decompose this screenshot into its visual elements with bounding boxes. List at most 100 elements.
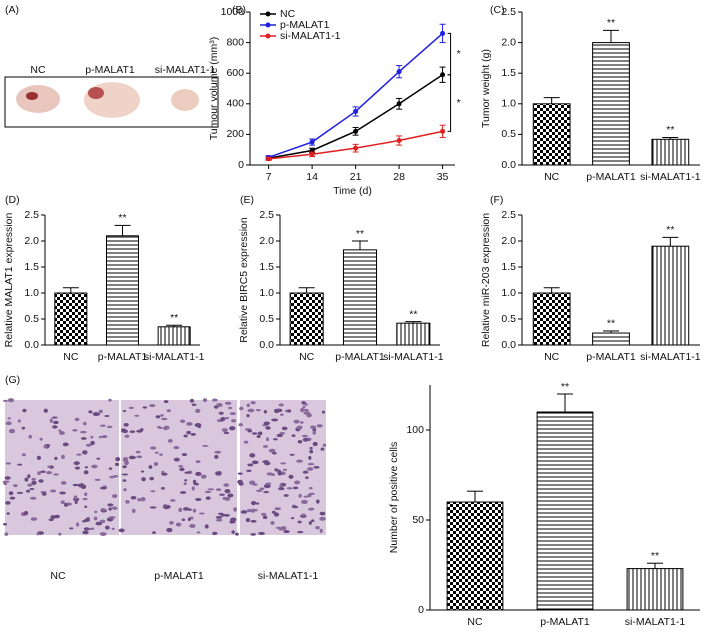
nucleus <box>149 476 155 481</box>
nucleus <box>61 454 65 459</box>
marker <box>309 151 315 157</box>
nucleus <box>274 507 282 511</box>
nucleus <box>296 459 303 463</box>
nucleus <box>26 489 31 493</box>
nucleus <box>238 482 244 486</box>
nucleus <box>27 474 31 479</box>
nucleus <box>5 421 12 426</box>
marker <box>396 138 402 144</box>
nucleus <box>52 425 58 429</box>
nucleus <box>123 488 127 492</box>
significance: ** <box>170 312 178 324</box>
y-tick-label: 1.0 <box>24 287 39 299</box>
nucleus <box>94 510 98 514</box>
nucleus <box>4 476 11 480</box>
nucleus <box>142 406 148 409</box>
nucleus <box>93 516 98 521</box>
nucleus <box>299 421 304 424</box>
nucleus <box>212 531 218 536</box>
nucleus <box>308 521 312 525</box>
nucleus <box>76 522 80 527</box>
nucleus <box>150 446 157 450</box>
nucleus <box>128 406 134 410</box>
y-tick-label: 0.0 <box>501 339 516 351</box>
nucleus <box>224 401 232 405</box>
panel-label: (C) <box>490 4 505 16</box>
nucleus <box>197 426 201 429</box>
nucleus <box>307 462 315 466</box>
nucleus <box>255 489 263 493</box>
nucleus <box>124 460 129 466</box>
nucleus <box>183 507 190 511</box>
bar <box>592 42 630 166</box>
nucleus <box>24 477 29 482</box>
nucleus <box>173 446 180 450</box>
y-tick-label: 0.0 <box>24 339 39 351</box>
nucleus <box>130 495 137 500</box>
y-tick-label: 2.0 <box>501 36 516 48</box>
nucleus <box>140 496 146 502</box>
nucleus <box>80 483 84 488</box>
nucleus <box>220 417 226 422</box>
nucleus <box>90 527 95 530</box>
nucleus <box>132 456 137 459</box>
nucleus <box>298 493 302 498</box>
nucleus <box>231 418 237 423</box>
nucleus <box>43 444 48 449</box>
x-axis-label: Time (d) <box>333 185 372 197</box>
nucleus <box>163 400 169 404</box>
nucleus <box>40 470 46 474</box>
nucleus <box>169 520 174 525</box>
nucleus <box>181 518 186 522</box>
nucleus <box>62 442 69 447</box>
nucleus <box>69 527 74 530</box>
nucleus <box>297 530 304 534</box>
nucleus <box>246 413 250 418</box>
nucleus <box>308 492 316 495</box>
nucleus <box>129 430 136 434</box>
nucleus <box>140 428 144 431</box>
nucleus <box>214 455 219 459</box>
nucleus <box>251 500 257 506</box>
x-tick-label: si-MALAT1-1 <box>144 351 205 363</box>
nucleus <box>313 465 320 469</box>
nucleus <box>300 408 305 413</box>
y-tick-label: 1.0 <box>501 287 516 299</box>
significance: ** <box>409 308 417 320</box>
nucleus <box>48 518 54 522</box>
nucleus <box>9 496 16 500</box>
nucleus <box>270 473 276 477</box>
nucleus <box>296 425 303 430</box>
nucleus <box>191 486 195 491</box>
y-tick-label: 100 <box>406 424 424 436</box>
bar <box>592 332 630 346</box>
nucleus <box>231 530 235 534</box>
nucleus <box>303 495 309 498</box>
nucleus <box>246 469 252 472</box>
nucleus <box>8 428 16 434</box>
annotation: * <box>457 97 461 109</box>
nucleus <box>83 527 90 531</box>
nucleus <box>82 450 88 455</box>
nucleus <box>84 466 88 469</box>
nucleus <box>122 465 127 469</box>
nucleus <box>281 483 287 486</box>
nucleus <box>183 482 187 486</box>
nucleus <box>250 508 256 513</box>
nucleus <box>108 467 113 470</box>
nucleus <box>294 480 301 485</box>
nucleus <box>82 497 88 501</box>
nucleus <box>215 518 223 522</box>
nucleus <box>290 517 295 520</box>
significance: ** <box>666 124 674 136</box>
nucleus <box>30 517 38 521</box>
nucleus <box>96 457 101 460</box>
nucleus <box>154 451 159 454</box>
nucleus <box>80 437 87 440</box>
legend-marker <box>265 33 271 39</box>
nucleus <box>282 468 288 471</box>
nucleus <box>283 494 289 497</box>
nucleus <box>229 426 236 431</box>
nucleus <box>243 440 249 444</box>
